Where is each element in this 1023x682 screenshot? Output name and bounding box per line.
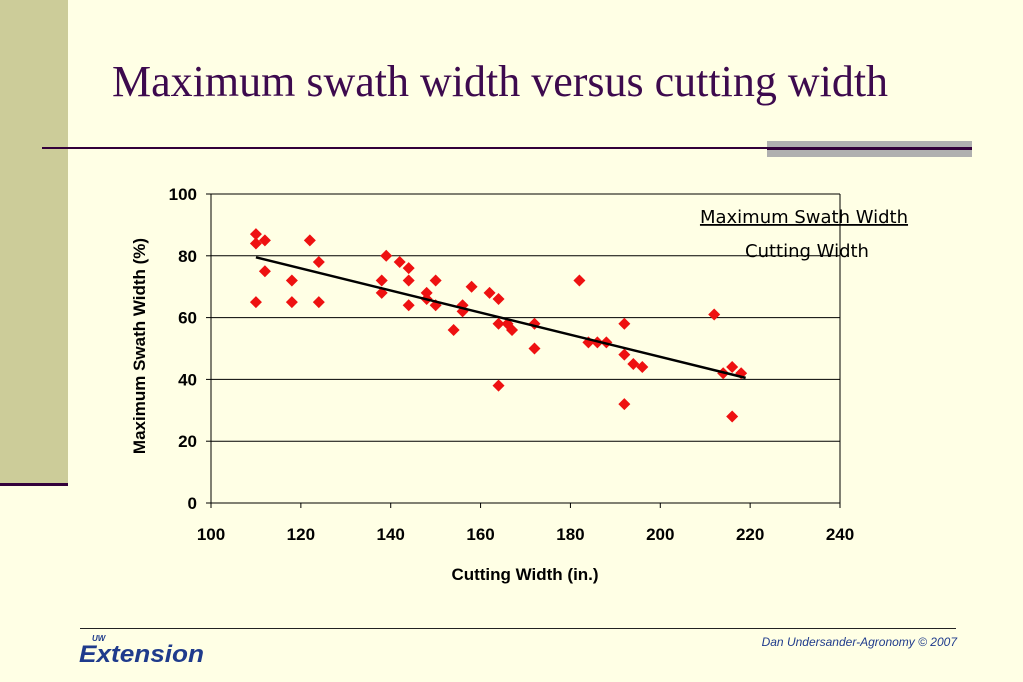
data-point xyxy=(627,357,640,370)
axes xyxy=(206,193,841,508)
data-point xyxy=(312,296,325,309)
data-point xyxy=(573,274,586,287)
x-tick-labels: 100 120 140 160 180 200 220 240 xyxy=(197,525,854,544)
annotation-numerator: Maximum Swath Width xyxy=(700,207,908,228)
data-point xyxy=(483,286,496,299)
y-tick-label: 100 xyxy=(169,185,197,204)
data-point xyxy=(285,296,298,309)
data-point xyxy=(618,317,631,330)
data-point xyxy=(492,293,505,306)
annotation-background xyxy=(664,200,944,266)
data-point xyxy=(249,237,262,250)
x-tick-label: 180 xyxy=(556,525,584,544)
data-point xyxy=(402,274,415,287)
y-tick-label: 80 xyxy=(178,247,197,266)
title-rule-accent-line xyxy=(767,147,972,150)
data-point xyxy=(402,299,415,312)
x-tick-label: 240 xyxy=(826,525,854,544)
data-point xyxy=(393,255,406,268)
uw-extension-logo: UW Extension xyxy=(79,634,204,668)
x-tick-label: 160 xyxy=(466,525,494,544)
y-tick-label: 20 xyxy=(178,432,197,451)
data-point xyxy=(429,274,442,287)
data-point xyxy=(312,255,325,268)
data-point xyxy=(618,348,631,361)
data-point xyxy=(375,274,388,287)
trendline xyxy=(255,256,746,380)
data-point xyxy=(506,323,519,336)
data-point xyxy=(726,361,739,374)
logo-word: Extension xyxy=(79,641,204,668)
data-point xyxy=(285,274,298,287)
credit-text: Dan Undersander-Agronomy © 2007 xyxy=(761,635,957,649)
data-point xyxy=(447,323,460,336)
data-point xyxy=(402,262,415,275)
data-point xyxy=(726,410,739,423)
data-point xyxy=(258,234,271,247)
x-axis-label: Cutting Width (in.) xyxy=(451,565,598,584)
data-point xyxy=(492,379,505,392)
gridlines xyxy=(211,193,840,442)
data-point xyxy=(249,296,262,309)
x-tick-label: 200 xyxy=(646,525,674,544)
sidebar-accent-line xyxy=(0,483,68,486)
data-point xyxy=(420,286,433,299)
x-tick-label: 220 xyxy=(736,525,764,544)
data-point xyxy=(465,280,478,293)
y-tick-label: 60 xyxy=(178,309,197,328)
data-point xyxy=(618,398,631,411)
slide-title: Maximum swath width versus cutting width xyxy=(112,57,889,106)
data-point xyxy=(258,265,271,278)
data-point xyxy=(249,228,262,241)
data-point xyxy=(528,342,541,355)
logo-prefix: UW xyxy=(92,634,107,643)
x-tick-label: 140 xyxy=(377,525,405,544)
y-tick-label: 40 xyxy=(178,370,197,389)
y-axis-label: Maximum Swath Width (%) xyxy=(130,238,149,454)
data-point xyxy=(303,234,316,247)
x-tick-label: 100 xyxy=(197,525,225,544)
x-tick-label: 120 xyxy=(287,525,315,544)
footer-rule xyxy=(80,628,956,629)
data-points xyxy=(249,228,748,423)
data-point xyxy=(380,249,393,262)
title-rule xyxy=(42,147,972,149)
annotation-denominator: Cutting Width xyxy=(745,241,869,262)
data-point xyxy=(708,308,721,321)
y-tick-labels: 0 20 40 60 80 100 xyxy=(169,185,197,513)
y-tick-label: 0 xyxy=(188,494,197,513)
data-point xyxy=(492,317,505,330)
decorative-sidebar xyxy=(0,0,68,484)
data-point xyxy=(636,361,649,374)
